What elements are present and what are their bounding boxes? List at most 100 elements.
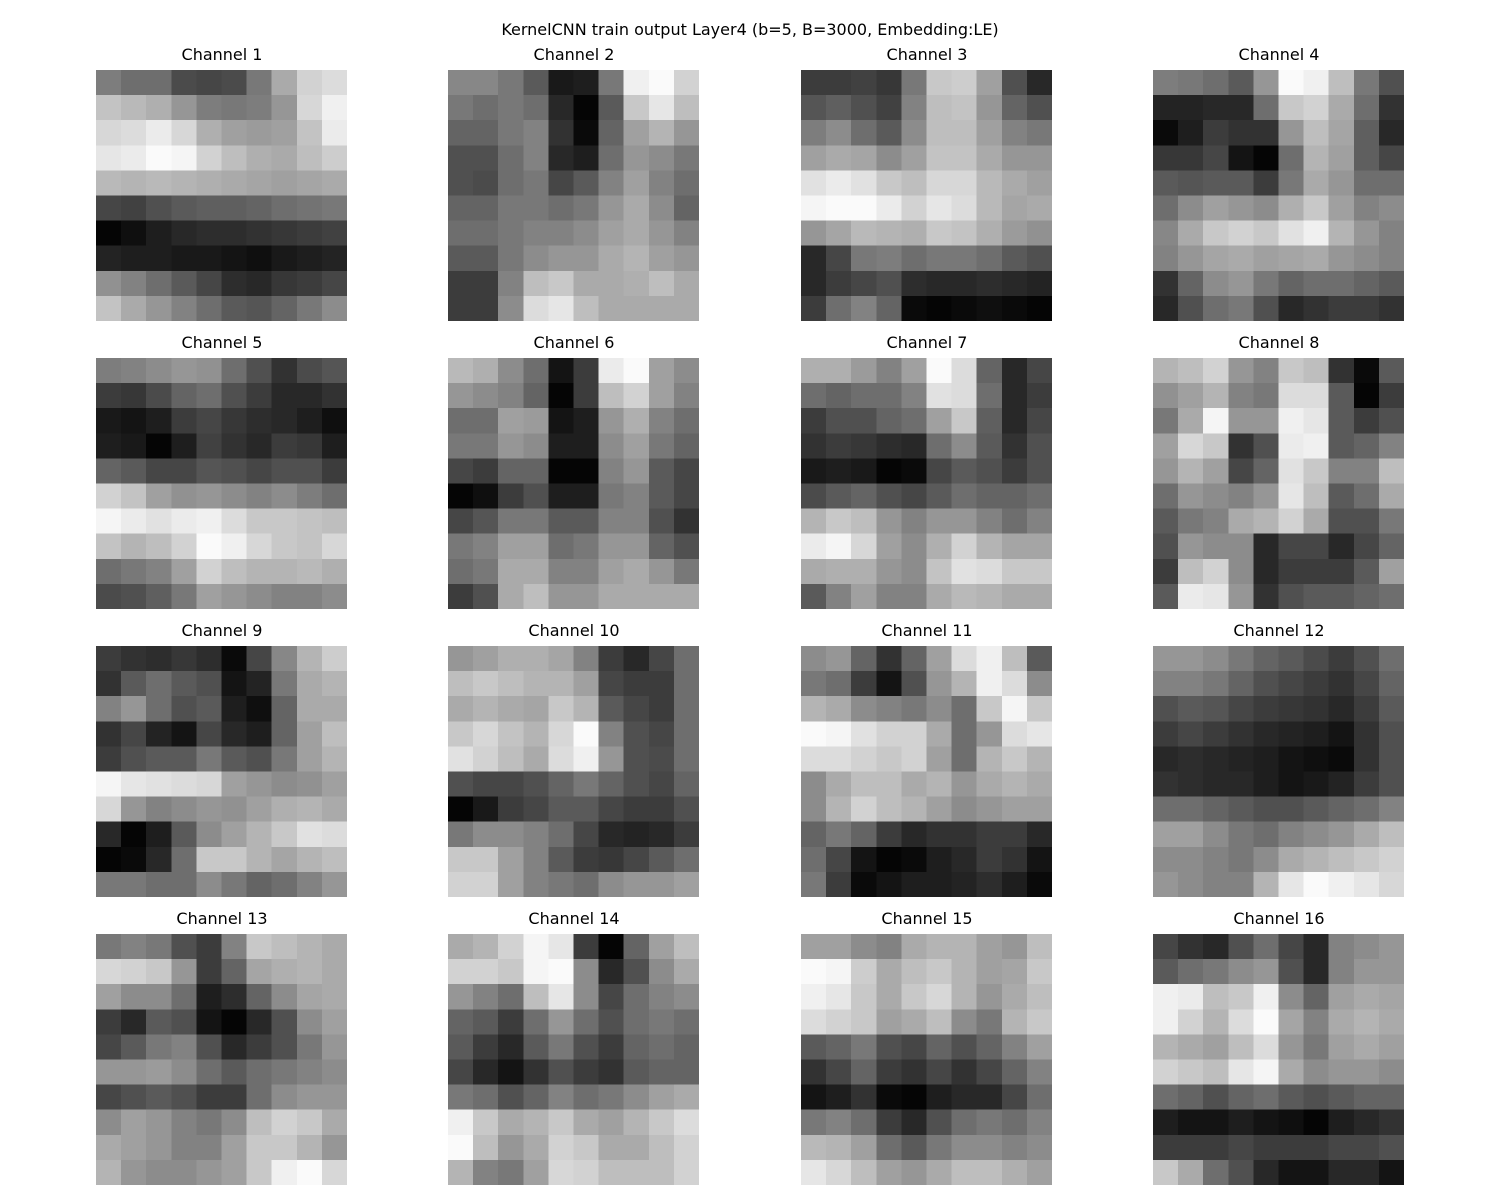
heatmap-cell bbox=[1026, 959, 1052, 985]
heatmap-cell bbox=[826, 846, 852, 873]
heatmap-cell bbox=[1378, 220, 1404, 247]
heatmap-cell bbox=[826, 934, 852, 960]
heatmap-cell bbox=[196, 220, 223, 247]
heatmap-cell bbox=[96, 70, 122, 96]
heatmap-cell bbox=[1153, 696, 1179, 722]
heatmap-cell bbox=[171, 558, 197, 585]
heatmap-cell bbox=[1001, 170, 1028, 197]
heatmap-cell bbox=[976, 1084, 1003, 1111]
heatmap-cell bbox=[951, 195, 978, 222]
heatmap-cell bbox=[321, 959, 347, 985]
heatmap-cell bbox=[951, 1134, 978, 1161]
heatmap-cell bbox=[96, 1059, 122, 1086]
heatmap-cell bbox=[673, 796, 699, 823]
channel-title: Channel 16 bbox=[1233, 909, 1325, 928]
heatmap-cell bbox=[901, 408, 928, 434]
heatmap-cell bbox=[296, 746, 323, 773]
heatmap-cell bbox=[246, 1159, 273, 1185]
heatmap-cell bbox=[876, 721, 902, 747]
heatmap-cell bbox=[573, 70, 600, 96]
heatmap-cell bbox=[951, 458, 978, 485]
heatmap-cell bbox=[448, 1034, 474, 1061]
heatmap-cell bbox=[271, 145, 298, 171]
heatmap-cell bbox=[1228, 270, 1254, 297]
heatmap-cell bbox=[121, 821, 147, 848]
heatmap-cell bbox=[1228, 70, 1254, 96]
heatmap-cell bbox=[1353, 871, 1380, 897]
heatmap-cell bbox=[171, 70, 197, 96]
heatmap-cell bbox=[1278, 508, 1305, 535]
heatmap-cell bbox=[901, 120, 928, 146]
heatmap-cell bbox=[1253, 583, 1280, 609]
heatmap-cell bbox=[523, 1109, 549, 1136]
heatmap-cell bbox=[901, 558, 928, 585]
heatmap-cell bbox=[196, 984, 223, 1010]
heatmap-cell bbox=[1153, 170, 1179, 197]
heatmap-cell bbox=[926, 1034, 953, 1061]
heatmap-cell bbox=[1378, 821, 1404, 848]
heatmap-cell bbox=[648, 483, 675, 510]
heatmap-cell bbox=[1253, 533, 1280, 560]
heatmap-cell bbox=[673, 696, 699, 722]
heatmap-cell bbox=[196, 120, 223, 146]
heatmap-cell bbox=[673, 646, 699, 672]
heatmap-cell bbox=[1303, 295, 1330, 321]
heatmap-cell bbox=[146, 1134, 172, 1161]
heatmap-cell bbox=[321, 1009, 347, 1035]
heatmap-cell bbox=[121, 846, 147, 873]
heatmap-cell bbox=[1253, 508, 1280, 535]
heatmap-cell bbox=[523, 220, 549, 247]
heatmap-cell bbox=[171, 408, 197, 434]
heatmap-cell bbox=[951, 696, 978, 722]
heatmap-cell bbox=[851, 984, 877, 1010]
heatmap-cell bbox=[171, 458, 197, 485]
heatmap-cell bbox=[1303, 70, 1330, 96]
heatmap-cell bbox=[1378, 245, 1404, 272]
heatmap-cell bbox=[498, 483, 524, 510]
heatmap-cell bbox=[1353, 721, 1380, 747]
heatmap-cell bbox=[1228, 821, 1254, 848]
heatmap-cell bbox=[296, 796, 323, 823]
heatmap-cell bbox=[271, 696, 298, 722]
heatmap-cell bbox=[926, 984, 953, 1010]
heatmap-cell bbox=[976, 1034, 1003, 1061]
heatmap-cell bbox=[648, 170, 675, 197]
heatmap-cell bbox=[1001, 959, 1028, 985]
heatmap-cell bbox=[296, 70, 323, 96]
heatmap-cell bbox=[1378, 145, 1404, 171]
heatmap-cell bbox=[951, 295, 978, 321]
heatmap-cell bbox=[673, 220, 699, 247]
heatmap-cell bbox=[1278, 170, 1305, 197]
heatmap-cell bbox=[221, 721, 248, 747]
heatmap-cell bbox=[1203, 721, 1229, 747]
heatmap-cell bbox=[1378, 1134, 1404, 1161]
heatmap-cell bbox=[1353, 796, 1380, 823]
heatmap-cell bbox=[573, 821, 600, 848]
heatmap-cell bbox=[473, 383, 499, 409]
heatmap-cell bbox=[673, 70, 699, 96]
heatmap-cell bbox=[801, 145, 827, 171]
heatmap-cell bbox=[623, 195, 650, 222]
heatmap-cell bbox=[1328, 433, 1355, 459]
heatmap-cell bbox=[673, 771, 699, 798]
heatmap-cell bbox=[146, 583, 172, 609]
heatmap-cell bbox=[876, 959, 902, 985]
heatmap-cell bbox=[296, 1034, 323, 1061]
heatmap-cell bbox=[473, 533, 499, 560]
heatmap-cell bbox=[121, 646, 147, 672]
heatmap-cell bbox=[801, 458, 827, 485]
heatmap-cell bbox=[1026, 1109, 1052, 1136]
heatmap-cell bbox=[851, 821, 877, 848]
heatmap-cell bbox=[976, 270, 1003, 297]
heatmap-cell bbox=[901, 483, 928, 510]
heatmap-cell bbox=[271, 671, 298, 697]
channel-title: Channel 14 bbox=[528, 909, 620, 928]
heatmap-cell bbox=[1353, 1084, 1380, 1111]
heatmap-cell bbox=[523, 871, 549, 897]
heatmap-cell bbox=[221, 458, 248, 485]
heatmap-cell bbox=[1253, 1009, 1280, 1035]
heatmap-cell bbox=[1026, 95, 1052, 121]
heatmap-cell bbox=[246, 934, 273, 960]
heatmap-cell bbox=[523, 270, 549, 297]
heatmap-cell bbox=[498, 846, 524, 873]
